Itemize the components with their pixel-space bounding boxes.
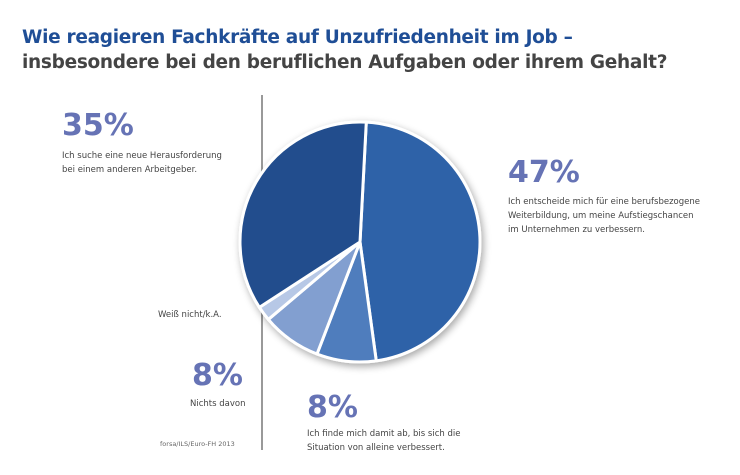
label-47-text: Ich entscheide mich für eine berufsbezog… [508,195,700,237]
text-line: Weiterbildung, um meine Aufstiegschancen [508,211,694,221]
text-line: Ich suche eine neue Herausforderung [62,151,222,161]
label-nichts-text: Nichts davon [190,399,246,409]
chart-title: Wie reagieren Fachkräfte auf Unzufrieden… [22,27,573,48]
text-line: Ich entscheide mich für eine berufsbezog… [508,197,700,207]
label-47-pct: 47% [508,155,580,190]
text-line: im Unternehmen zu verbessern. [508,225,645,235]
chart-subtitle: insbesondere bei den beruflichen Aufgabe… [22,52,668,73]
text-line: bei einem anderen Arbeitgeber. [62,165,198,175]
pie-slice-0 [358,120,482,363]
pie-slice-4 [238,120,368,309]
text-line: Situation von alleine verbessert. [307,443,445,453]
label-abfinden-text: Ich finde mich damit ab, bis sich die Si… [307,427,460,455]
text-line: Ich finde mich damit ab, bis sich die [307,429,461,439]
label-35-text: Ich suche eine neue Herausforderung bei … [62,149,222,177]
label-35-pct: 35% [62,108,134,143]
label-abfinden-pct: 8% [307,390,358,425]
label-nichts-pct: 8% [192,358,243,393]
source-note: forsa/ILS/Euro-FH 2013 [160,440,235,448]
label-weiss-nicht: Weiß nicht/k.A. [158,310,222,320]
